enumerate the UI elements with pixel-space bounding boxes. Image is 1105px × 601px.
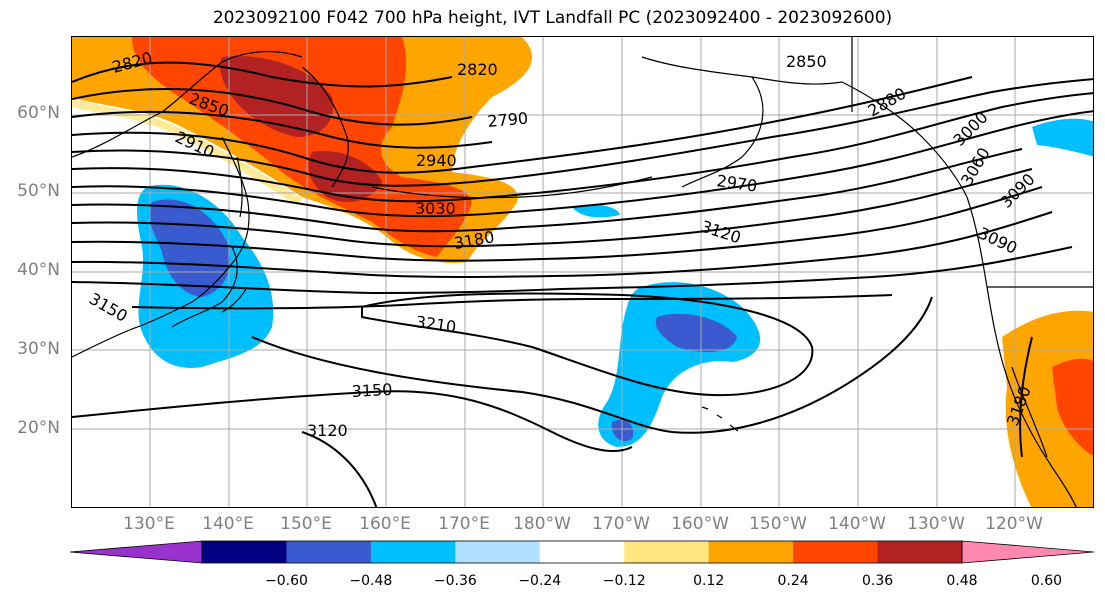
coast-alaska: [641, 56, 843, 188]
contour-label: 2850: [786, 52, 827, 71]
contour-label: 3150: [86, 289, 131, 326]
contour-3030: [72, 148, 1023, 233]
contour-2820-west: [72, 61, 453, 88]
contour-label: 3030: [415, 199, 456, 218]
contour-label: 3060: [957, 144, 994, 189]
contour-label: 3210: [414, 312, 457, 336]
colorbar-tick-label: 0.48: [946, 573, 978, 589]
colorbar-segment: [793, 541, 879, 563]
contour-label: 2820: [457, 60, 498, 79]
contour-3120-south: [301, 431, 378, 507]
ivt-fill-darkred-nw: [220, 56, 333, 137]
contour-3150-south: [72, 390, 633, 453]
contour-label: 2970: [715, 171, 758, 195]
coast-alaska-panhandle: [841, 81, 968, 198]
colorbar-frame: [201, 540, 963, 564]
graticule: [72, 37, 1093, 507]
coast-west-usa: [966, 196, 1077, 507]
lon-label-140w: 140°W: [828, 514, 886, 534]
coast-hawaii: [701, 406, 739, 432]
contour-3150-north: [72, 246, 1073, 295]
colorbar-segment: [70, 540, 203, 564]
colorbar-segment: [370, 541, 456, 563]
map-canvas: 2820 2820 2850 2850 2790 2880 2910 2940 …: [72, 37, 1093, 507]
ivt-fill-lightblue-ne: [1032, 118, 1093, 157]
coast-baja: [1011, 366, 1048, 458]
lat-label-40n: 40°N: [17, 260, 60, 280]
contour-3060: [72, 168, 1033, 248]
colorbar-segment: [539, 541, 625, 563]
ivt-fill-blue-c: [655, 313, 737, 353]
colorbar-segment: [455, 541, 541, 563]
contour-label: 2940: [416, 151, 457, 170]
ivt-fill-blue-c2: [611, 419, 634, 442]
contour-3120: [72, 211, 1053, 278]
colorbar-segment: [202, 541, 287, 563]
lon-label-160e: 160°E: [359, 514, 411, 534]
coast-japan: [171, 246, 248, 328]
lon-label-140e: 140°E: [202, 514, 254, 534]
colorbar-tick-label: 0.12: [693, 573, 725, 589]
lon-label-170w: 170°W: [592, 514, 650, 534]
colorbar-tick-label: −0.12: [602, 573, 646, 589]
contour-label: 3000: [949, 108, 991, 150]
lat-label-20n: 20°N: [17, 418, 60, 438]
colorbar: [70, 540, 1095, 564]
contour-2880-west: [72, 110, 493, 149]
contour-label: 3120: [699, 217, 744, 248]
ivt-fill-yellow-edge: [72, 97, 302, 205]
ivt-fill-red-se: [1052, 358, 1093, 456]
colorbar-tick-label: 0.24: [777, 573, 809, 589]
colorbar-segment: [961, 540, 1095, 564]
coastlines: [72, 37, 1093, 507]
contour-2940: [72, 78, 1093, 187]
colorbar-segment: [877, 541, 963, 563]
contour-label: 3120: [307, 421, 348, 440]
lon-label-150w: 150°W: [749, 514, 807, 534]
contour-3090: [72, 186, 1043, 262]
lon-label-130w: 130°W: [907, 514, 965, 534]
coast-aleutians: [371, 176, 653, 199]
colorbar-segment: [286, 541, 372, 563]
ivt-negative-fill: [137, 118, 1093, 447]
height-contours: [72, 61, 1093, 507]
lat-label-60n: 60°N: [17, 103, 60, 123]
ivt-fill-lightblue-aleut: [572, 204, 620, 218]
colorbar-segment: [708, 541, 794, 563]
colorbar-tick-label: −0.60: [264, 573, 308, 589]
colorbar-tick-label: 0.36: [861, 573, 894, 589]
coast-kamchatka: [301, 66, 349, 188]
colorbar-tick-label: −0.24: [518, 573, 562, 589]
colorbar-tick-label: −0.48: [349, 573, 393, 589]
colorbar-segments: [70, 540, 1095, 564]
contour-3180-north: [131, 294, 893, 310]
contour-2910: [72, 76, 973, 174]
lon-label-170e: 170°E: [438, 514, 490, 534]
contour-3180-loop: [251, 296, 933, 434]
colorbar-tick-label: 0.60: [1030, 573, 1063, 589]
contour-3180-east: [1019, 336, 1033, 458]
lat-label-30n: 30°N: [17, 339, 60, 359]
map-title: 2023092100 F042 700 hPa height, IVT Land…: [212, 8, 893, 28]
lon-label-150e: 150°E: [280, 514, 332, 534]
lon-label-160w: 160°W: [671, 514, 729, 534]
lon-label-180w: 180°W: [513, 514, 571, 534]
contour-3210: [361, 292, 814, 397]
colorbar-segment: [624, 541, 710, 563]
contour-label: 3150: [351, 380, 393, 401]
border-us-canada: [851, 37, 1093, 288]
contour-2850-west: [72, 88, 473, 126]
contour-2970: [72, 92, 1093, 203]
ivt-fill-orange-se: [1002, 310, 1093, 507]
contour-label: 2790: [487, 109, 529, 131]
lon-label-120w: 120°W: [985, 514, 1043, 534]
contour-3000: [72, 110, 1093, 218]
lat-label-50n: 50°N: [17, 181, 60, 201]
colorbar-tick-label: −0.36: [433, 573, 477, 589]
map-panel: 2820 2820 2850 2850 2790 2880 2910 2940 …: [71, 36, 1094, 508]
lon-label-130e: 130°E: [123, 514, 175, 534]
